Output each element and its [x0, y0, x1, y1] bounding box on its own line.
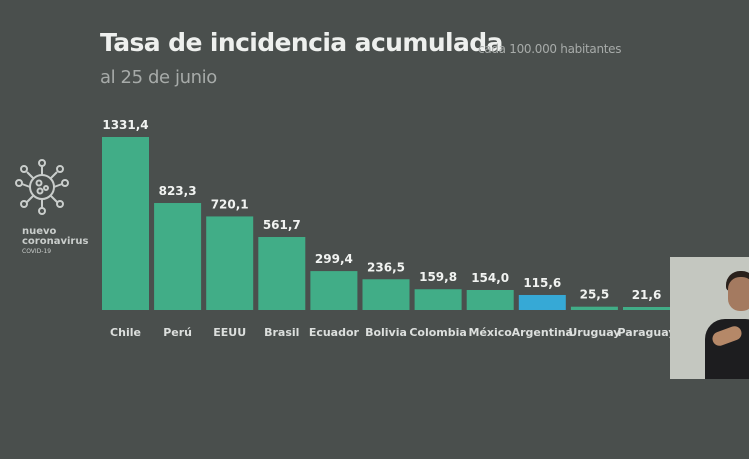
value-label: 21,6 — [632, 288, 662, 302]
value-label: 720,1 — [211, 197, 249, 211]
logo-text-coronavirus: coronavirus — [22, 236, 89, 247]
value-label: 154,0 — [471, 271, 509, 285]
chart-title: Tasa de incidencia acumulada — [100, 28, 503, 57]
category-label: Paraguay — [618, 326, 676, 339]
bar-perú — [154, 203, 202, 310]
bar-uruguay — [570, 306, 618, 310]
bar-chile — [102, 137, 149, 310]
value-label: 299,4 — [315, 252, 353, 266]
bar-ecuador — [310, 271, 358, 310]
bar-méxico — [466, 289, 514, 310]
category-label: Argentina — [512, 326, 573, 339]
interpreter-head — [728, 277, 749, 311]
value-label: 159,8 — [419, 270, 457, 284]
category-label: Colombia — [409, 326, 467, 339]
chart-subtitle: al 25 de junio — [100, 67, 217, 88]
logo-text-covid: COVID-19 — [22, 248, 52, 255]
coronavirus-icon — [15, 159, 69, 215]
coronavirus-logo — [14, 157, 74, 221]
bar-eeuu — [206, 216, 254, 310]
value-label: 115,6 — [523, 276, 561, 290]
category-label: EEUU — [213, 326, 246, 339]
category-label: Chile — [110, 326, 141, 339]
category-label: Ecuador — [309, 326, 360, 339]
bar-bolivia — [362, 279, 410, 310]
bar-colombia — [414, 289, 462, 310]
category-label: Uruguay — [568, 326, 620, 339]
bar-brasil — [258, 237, 306, 310]
value-label: 1331,4 — [102, 118, 148, 132]
value-label: 823,3 — [159, 184, 197, 198]
bar-argentina — [518, 294, 566, 310]
logo-text-nuevo: nuevo — [22, 226, 57, 237]
category-label: México — [469, 326, 513, 339]
value-label: 561,7 — [263, 218, 301, 232]
value-label: 25,5 — [580, 288, 610, 302]
category-label: Brasil — [264, 326, 299, 339]
chart-unit: cada 100.000 habitantes — [478, 42, 622, 56]
value-label: 236,5 — [367, 260, 405, 274]
category-label: Bolivia — [365, 326, 407, 339]
interpreter-video — [670, 257, 749, 379]
category-label: Perú — [163, 326, 192, 339]
bar-paraguay — [623, 307, 670, 310]
